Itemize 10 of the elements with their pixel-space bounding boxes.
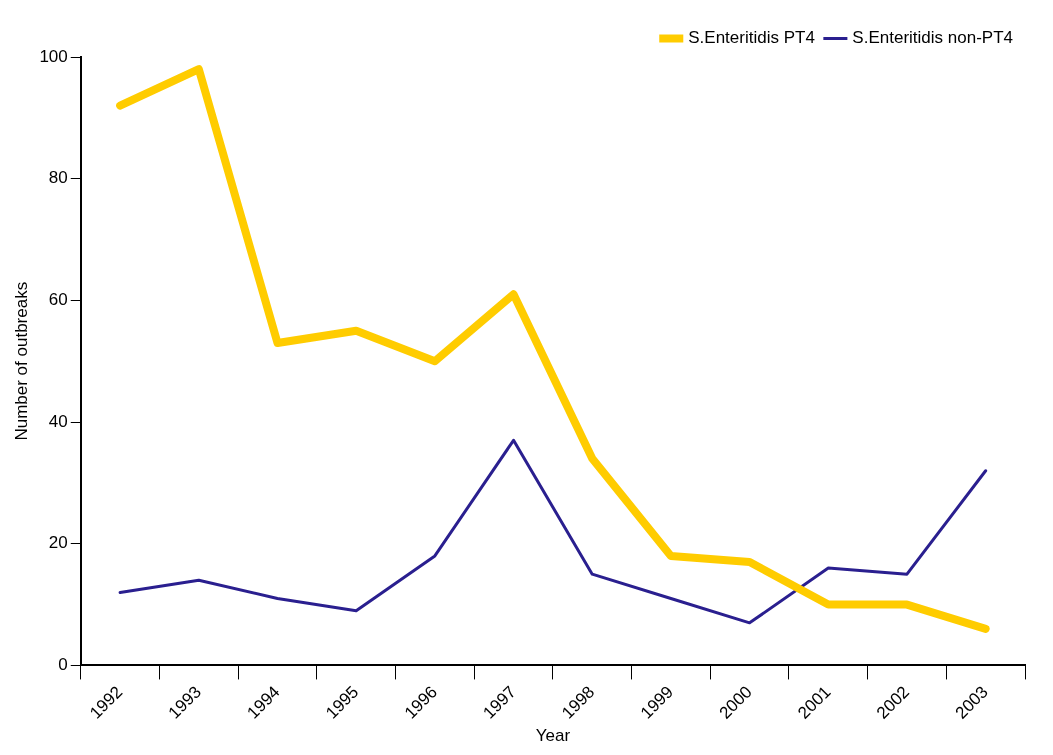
legend-label: S.Enteritidis non-PT4: [852, 28, 1014, 48]
y-tick-label: 20: [48, 533, 68, 553]
y-tick-label: 100: [39, 46, 68, 66]
y-tick-label: 0: [58, 655, 68, 675]
y-tick-label: 60: [48, 290, 68, 310]
y-axis-title: Number of outbreaks: [11, 281, 31, 441]
y-tick-label: 80: [48, 168, 68, 188]
y-tick-label: 40: [48, 411, 68, 431]
legend-label: S.Enteritidis PT4: [688, 28, 815, 48]
x-axis-title: Year: [535, 726, 571, 746]
